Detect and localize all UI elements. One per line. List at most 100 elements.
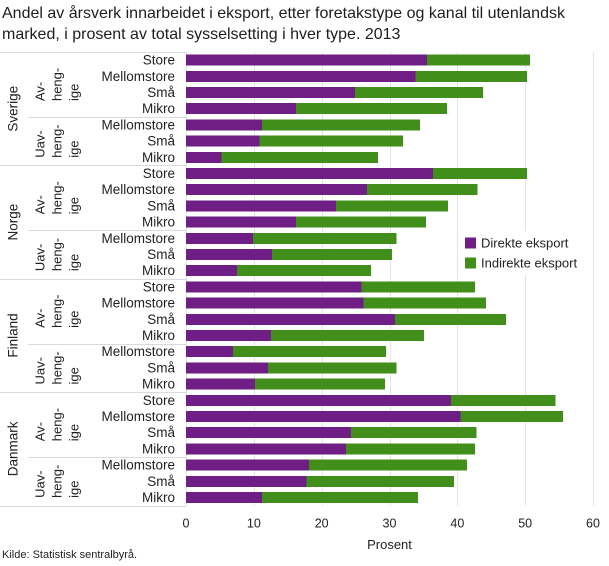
- bar-indirekte-eksport-norge-uavhengige-mellomstore: [253, 232, 397, 244]
- bar-indirekte-eksport-sverige-avhengige-smaa: [354, 87, 484, 98]
- bar-direkte-eksport-finland-uavhengige-mikro: [186, 378, 256, 390]
- x-tick-label-60: 60: [586, 517, 600, 531]
- legend-label-indirekte-eksport: Indirekte eksport: [481, 256, 577, 271]
- bar-direkte-eksport-finland-uavhengige-mellomstore: [186, 346, 233, 358]
- category-label-finland-avhengige-mellomstore: Mellomstore: [101, 296, 175, 311]
- category-label-sverige-uavhengige-smaa: Små: [147, 134, 175, 149]
- x-tick-label-50: 50: [518, 517, 532, 531]
- category-label-danmark-avhengige-mikro: Mikro: [142, 441, 175, 456]
- category-label-norge-avhengige-store: Store: [143, 166, 175, 181]
- bar-indirekte-eksport-danmark-avhengige-store: [451, 394, 556, 406]
- bars: [186, 54, 564, 503]
- subgroup-label-finland-avhengige-line-0: Av-: [33, 309, 48, 328]
- bar-direkte-eksport-sverige-avhengige-smaa: [186, 87, 355, 98]
- bar-indirekte-eksport-danmark-avhengige-smaa: [350, 427, 477, 439]
- category-label-danmark-uavhengige-smaa: Små: [147, 474, 175, 489]
- legend-item-direkte-eksport: Direkte eksport: [465, 236, 569, 251]
- bar-indirekte-eksport-norge-avhengige-store: [432, 168, 528, 179]
- subgroup-label-norge-uavhengige-line-1: heng-: [50, 238, 65, 271]
- category-label-danmark-avhengige-smaa: Små: [147, 425, 175, 440]
- x-tick-label-10: 10: [247, 517, 261, 531]
- bar-indirekte-eksport-danmark-avhengige-mellomstore: [460, 411, 564, 422]
- country-label-danmark: Danmark: [6, 421, 21, 476]
- subgroup-label-norge-avhengige-line-2: ige: [67, 197, 82, 214]
- bar-direkte-eksport-danmark-uavhengige-mellomstore: [186, 459, 309, 471]
- bar-indirekte-eksport-norge-avhengige-mellomstore: [367, 184, 478, 196]
- bar-indirekte-eksport-finland-avhengige-store: [361, 281, 475, 293]
- x-tick-label-0: 0: [183, 517, 190, 531]
- bar-direkte-eksport-finland-uavhengige-smaa: [186, 362, 269, 374]
- category-label-finland-uavhengige-mikro: Mikro: [142, 377, 175, 392]
- bar-direkte-eksport-finland-avhengige-mikro: [186, 330, 271, 341]
- bar-indirekte-eksport-finland-uavhengige-smaa: [268, 362, 397, 374]
- category-label-danmark-avhengige-mellomstore: Mellomstore: [101, 409, 175, 424]
- subgroup-label-sverige-uavhengige-line-1: heng-: [50, 124, 65, 157]
- subgroup-label-norge-uavhengige-line-0: Uav-: [33, 244, 48, 271]
- subgroup-label-danmark-avhengige-line-2: ige: [67, 424, 82, 441]
- bar-direkte-eksport-finland-avhengige-mellomstore: [186, 297, 364, 309]
- subgroup-label-norge-uavhengige-line-2: ige: [67, 254, 82, 271]
- bar-direkte-eksport-danmark-avhengige-smaa: [186, 427, 351, 439]
- legend-box: [459, 231, 591, 275]
- bar-indirekte-eksport-sverige-uavhengige-mikro: [221, 151, 378, 163]
- category-label-sverige-uavhengige-mellomstore: Mellomstore: [101, 117, 175, 132]
- category-label-norge-avhengige-mellomstore: Mellomstore: [101, 182, 175, 197]
- bar-direkte-eksport-sverige-avhengige-mellomstore: [186, 70, 416, 82]
- bar-indirekte-eksport-sverige-uavhengige-smaa: [259, 135, 404, 147]
- category-separators: [0, 52, 186, 507]
- bar-indirekte-eksport-sverige-avhengige-mellomstore: [415, 70, 528, 82]
- subgroup-label-sverige-avhengige-line-2: ige: [67, 84, 82, 101]
- bar-direkte-eksport-sverige-uavhengige-mellomstore: [186, 119, 262, 131]
- bar-indirekte-eksport-danmark-avhengige-mikro: [346, 443, 475, 455]
- legend-swatch-indirekte-eksport: [465, 257, 476, 269]
- category-label-norge-uavhengige-mellomstore: Mellomstore: [101, 231, 175, 246]
- bar-indirekte-eksport-norge-uavhengige-mikro: [236, 265, 372, 277]
- bar-indirekte-eksport-norge-avhengige-smaa: [335, 200, 448, 212]
- bar-direkte-eksport-finland-avhengige-smaa: [186, 313, 395, 325]
- category-label-norge-uavhengige-mikro: Mikro: [142, 263, 175, 278]
- category-label-norge-uavhengige-smaa: Små: [147, 247, 175, 262]
- category-label-norge-avhengige-mikro: Mikro: [142, 215, 175, 230]
- subgroup-label-sverige-uavhengige-line-2: ige: [67, 140, 82, 157]
- subgroup-label-norge-avhengige-line-1: heng-: [50, 181, 65, 214]
- bar-direkte-eksport-sverige-avhengige-mikro: [186, 103, 296, 115]
- category-labels: StoreMellomstoreSmåMikroAv-heng-igeMello…: [6, 53, 176, 505]
- subgroup-label-finland-uavhengige-line-0: Uav-: [33, 357, 48, 384]
- subgroup-label-norge-avhengige-line-0: Av-: [33, 195, 48, 214]
- bar-indirekte-eksport-danmark-uavhengige-mikro: [261, 492, 418, 503]
- bar-indirekte-eksport-finland-avhengige-smaa: [394, 313, 507, 325]
- country-label-sverige: Sverige: [6, 86, 21, 132]
- x-axis: Prosent 0 10 20 30 40 50 60: [183, 517, 600, 552]
- legend-item-indirekte-eksport: Indirekte eksport: [465, 256, 577, 271]
- bar-direkte-eksport-norge-avhengige-mikro: [186, 216, 296, 228]
- bar-direkte-eksport-danmark-avhengige-mikro: [186, 443, 347, 455]
- category-label-finland-uavhengige-mellomstore: Mellomstore: [101, 344, 175, 359]
- subgroup-label-danmark-uavhengige-line-2: ige: [67, 481, 82, 498]
- category-label-finland-avhengige-smaa: Små: [147, 312, 175, 327]
- category-label-norge-avhengige-smaa: Små: [147, 198, 175, 213]
- category-label-danmark-uavhengige-mellomstore: Mellomstore: [101, 458, 175, 473]
- bar-direkte-eksport-danmark-avhengige-mellomstore: [186, 411, 461, 422]
- category-label-sverige-avhengige-smaa: Små: [147, 85, 175, 100]
- bar-direkte-eksport-norge-uavhengige-smaa: [186, 249, 273, 260]
- bar-indirekte-eksport-danmark-uavhengige-smaa: [306, 475, 454, 487]
- category-label-finland-avhengige-mikro: Mikro: [142, 328, 175, 343]
- x-tick-label-20: 20: [315, 517, 329, 531]
- category-label-sverige-avhengige-mellomstore: Mellomstore: [101, 69, 175, 84]
- legend-label-direkte-eksport: Direkte eksport: [481, 236, 569, 251]
- bar-direkte-eksport-sverige-uavhengige-mikro: [186, 151, 222, 163]
- subgroup-label-sverige-avhengige-line-1: heng-: [50, 68, 65, 101]
- x-axis-label: Prosent: [367, 537, 412, 552]
- category-label-danmark-avhengige-store: Store: [143, 393, 175, 408]
- bar-direkte-eksport-norge-avhengige-store: [186, 168, 433, 179]
- bar-direkte-eksport-sverige-uavhengige-smaa: [186, 135, 260, 147]
- bar-indirekte-eksport-finland-uavhengige-mellomstore: [232, 346, 387, 358]
- country-label-finland: Finland: [6, 313, 21, 357]
- bar-indirekte-eksport-sverige-uavhengige-mellomstore: [261, 119, 421, 131]
- category-label-danmark-uavhengige-mikro: Mikro: [142, 490, 175, 505]
- category-label-sverige-avhengige-mikro: Mikro: [142, 101, 175, 116]
- x-tick-label-30: 30: [383, 517, 397, 531]
- bar-indirekte-eksport-finland-uavhengige-mikro: [255, 378, 385, 390]
